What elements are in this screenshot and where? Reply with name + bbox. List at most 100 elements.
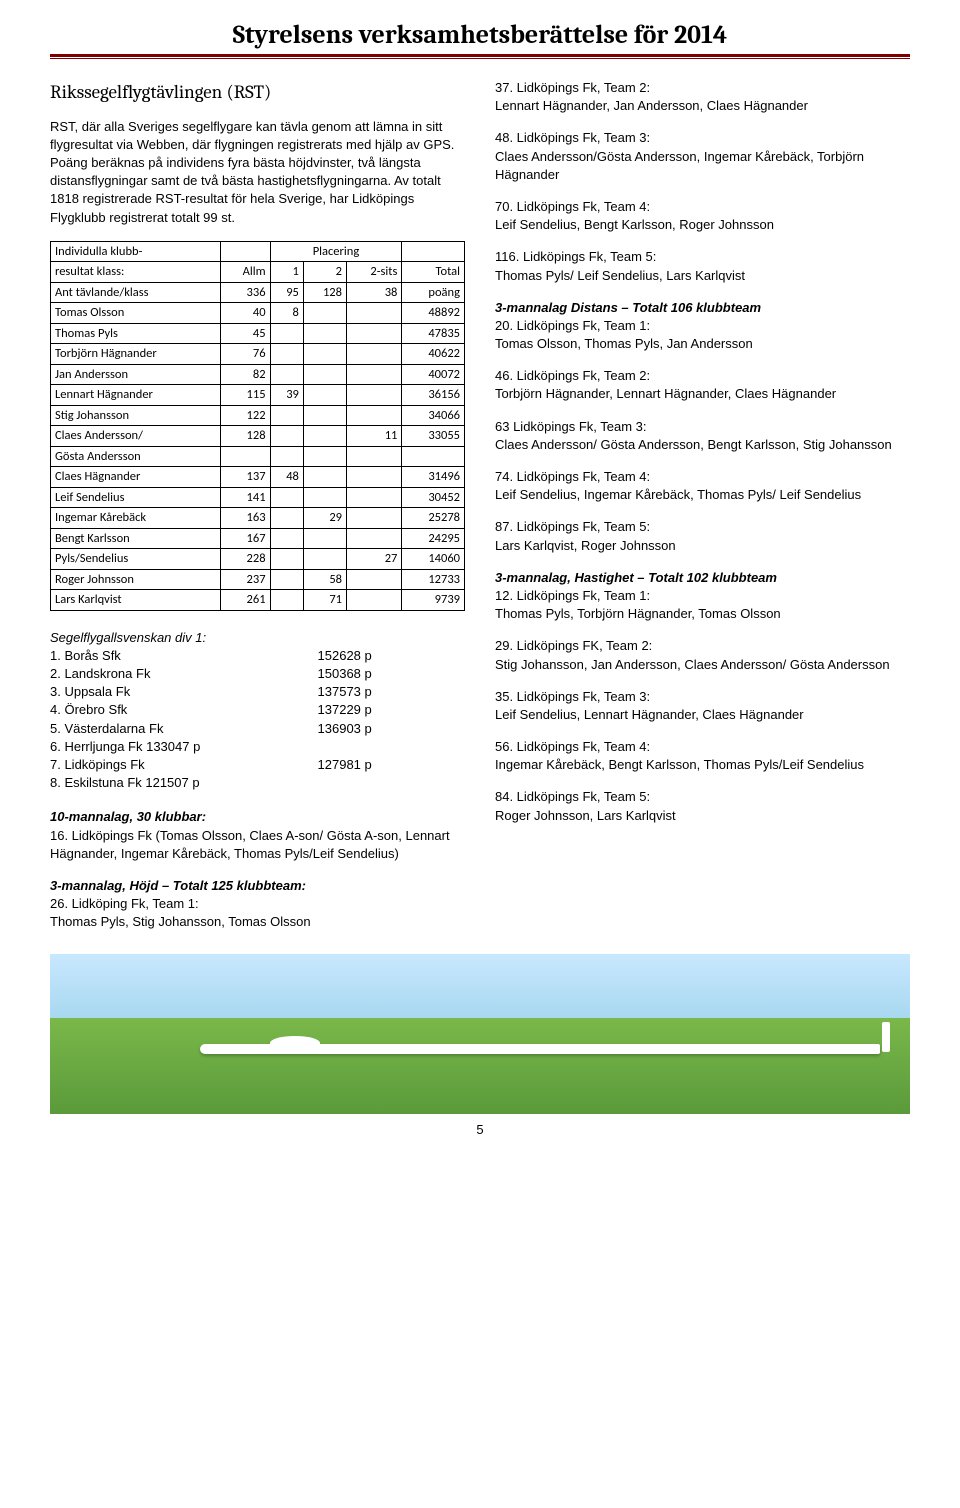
team-title: 116. Lidköpings Fk, Team 5: xyxy=(495,248,910,266)
cell-c1 xyxy=(270,487,303,508)
glider-cockpit xyxy=(270,1036,320,1050)
c-1: 95 xyxy=(270,282,303,303)
cell-c2 xyxy=(303,405,346,426)
cell-allm: 115 xyxy=(221,385,270,406)
cell-c2: 29 xyxy=(303,508,346,529)
table-row: Gösta Andersson xyxy=(51,446,465,467)
team-block: 84. Lidköpings Fk, Team 5:Roger Johnsson… xyxy=(495,788,910,824)
team-title: 84. Lidköpings Fk, Team 5: xyxy=(495,788,910,806)
table-row: Tomas Olsson40848892 xyxy=(51,303,465,324)
standings-pos: 6. Herrljunga Fk 133047 p xyxy=(50,738,294,756)
team-title: 56. Lidköpings Fk, Team 4: xyxy=(495,738,910,756)
team-block: 116. Lidköpings Fk, Team 5:Thomas Pyls/ … xyxy=(495,248,910,284)
cell-c2 xyxy=(303,323,346,344)
table-row: Pyls/Sendelius2282714060 xyxy=(51,549,465,570)
cell-c2 xyxy=(303,364,346,385)
c-2: 128 xyxy=(303,282,346,303)
standings-pos: 8. Eskilstuna Fk 121507 p xyxy=(50,774,294,792)
team-title: 29. Lidköpings FK, Team 2: xyxy=(495,637,910,655)
cell-c1 xyxy=(270,528,303,549)
cell-allm: 40 xyxy=(221,303,270,324)
th-2: 2 xyxy=(303,262,346,283)
cell-allm: 45 xyxy=(221,323,270,344)
standings-pts: 150368 p xyxy=(318,665,465,683)
table-row: Roger Johnsson2375812733 xyxy=(51,569,465,590)
cell-c2: 58 xyxy=(303,569,346,590)
team-title: 20. Lidköpings Fk, Team 1: xyxy=(495,317,910,335)
cell-c1 xyxy=(270,508,303,529)
cell-c2s xyxy=(346,528,401,549)
c-allm: 336 xyxy=(221,282,270,303)
cell-total: 33055 xyxy=(402,426,465,447)
cell-c2 xyxy=(303,528,346,549)
cell-name: Claes Hägnander xyxy=(51,467,221,488)
standings-pts: 127981 p xyxy=(318,756,465,774)
table-row: Lars Karlqvist261719739 xyxy=(51,590,465,611)
hojd-body: 26. Lidköping Fk, Team 1: Thomas Pyls, S… xyxy=(50,895,465,931)
cell-name: Stig Johansson xyxy=(51,405,221,426)
th-total: Total xyxy=(402,262,465,283)
team-members: Ingemar Kårebäck, Bengt Karlsson, Thomas… xyxy=(495,756,910,774)
table-row: Leif Sendelius14130452 xyxy=(51,487,465,508)
cell-c1 xyxy=(270,569,303,590)
cell-name: Pyls/Sendelius xyxy=(51,549,221,570)
cell-total: 12733 xyxy=(402,569,465,590)
tenman-title: 10-mannalag, 30 klubbar: xyxy=(50,808,465,826)
team-title: 12. Lidköpings Fk, Team 1: xyxy=(495,587,910,605)
th-2sits: 2-sits xyxy=(346,262,401,283)
table-row: Claes Hägnander1374831496 xyxy=(51,467,465,488)
table-row: Ingemar Kårebäck1632925278 xyxy=(51,508,465,529)
cell-c2s xyxy=(346,467,401,488)
team-members: Thomas Pyls/ Leif Sendelius, Lars Karlqv… xyxy=(495,267,910,285)
cell-total: 14060 xyxy=(402,549,465,570)
cell-allm: 167 xyxy=(221,528,270,549)
cell-c2s xyxy=(346,303,401,324)
team-title: 87. Lidköpings Fk, Team 5: xyxy=(495,518,910,536)
team-title: 70. Lidköpings Fk, Team 4: xyxy=(495,198,910,216)
cell-c2s xyxy=(346,344,401,365)
cell-allm: 82 xyxy=(221,364,270,385)
cell-c2s xyxy=(346,569,401,590)
cell-allm: 228 xyxy=(221,549,270,570)
team-members: Lars Karlqvist, Roger Johnsson xyxy=(495,537,910,555)
hastighet-title: 3-mannalag, Hastighet – Totalt 102 klubb… xyxy=(495,569,910,587)
left-column: Rikssegelflygtävlingen (RST) RST, där al… xyxy=(50,79,465,946)
team-block: 35. Lidköpings Fk, Team 3:Leif Sendelius… xyxy=(495,688,910,724)
cell-allm: 137 xyxy=(221,467,270,488)
team-members: Claes Andersson/ Gösta Andersson, Bengt … xyxy=(495,436,910,454)
team-members: Tomas Olsson, Thomas Pyls, Jan Andersson xyxy=(495,335,910,353)
cell-allm: 141 xyxy=(221,487,270,508)
counts-label: Ant tävlande/klass xyxy=(51,282,221,303)
cell-c2s: 11 xyxy=(346,426,401,447)
content-columns: Rikssegelflygtävlingen (RST) RST, där al… xyxy=(50,79,910,946)
team-title: 74. Lidköpings Fk, Team 4: xyxy=(495,468,910,486)
cell-c2s xyxy=(346,323,401,344)
cell-name: Ingemar Kårebäck xyxy=(51,508,221,529)
cell-name: Claes Andersson/ xyxy=(51,426,221,447)
standings-pos: 7. Lidköpings Fk xyxy=(50,756,294,774)
cell-total: 9739 xyxy=(402,590,465,611)
team-title: 63 Lidköpings Fk, Team 3: xyxy=(495,418,910,436)
table-row: Jan Andersson8240072 xyxy=(51,364,465,385)
cell-name: Tomas Olsson xyxy=(51,303,221,324)
cell-name: Jan Andersson xyxy=(51,364,221,385)
team-members: Leif Sendelius, Lennart Hägnander, Claes… xyxy=(495,706,910,724)
cell-c2s xyxy=(346,405,401,426)
cell-allm: 128 xyxy=(221,426,270,447)
th-allm: Allm xyxy=(221,262,270,283)
cell-c2s xyxy=(346,446,401,467)
standings-pts: 152628 p xyxy=(318,647,465,665)
c-total: poäng xyxy=(402,282,465,303)
standings-pos: 5. Västerdalarna Fk xyxy=(50,720,294,738)
cell-c1 xyxy=(270,426,303,447)
cell-c1 xyxy=(270,344,303,365)
cell-c2s xyxy=(346,590,401,611)
rst-body: RST, där alla Sveriges segelflygare kan … xyxy=(50,118,465,227)
cell-name: Gösta Andersson xyxy=(51,446,221,467)
standings-pos: 4. Örebro Sfk xyxy=(50,701,294,719)
cell-total: 24295 xyxy=(402,528,465,549)
team-members: Leif Sendelius, Bengt Karlsson, Roger Jo… xyxy=(495,216,910,234)
standings-pts: 137573 p xyxy=(318,683,465,701)
cell-c2 xyxy=(303,446,346,467)
table-header-2: resultat klass: Allm 1 2 2-sits Total xyxy=(51,262,465,283)
